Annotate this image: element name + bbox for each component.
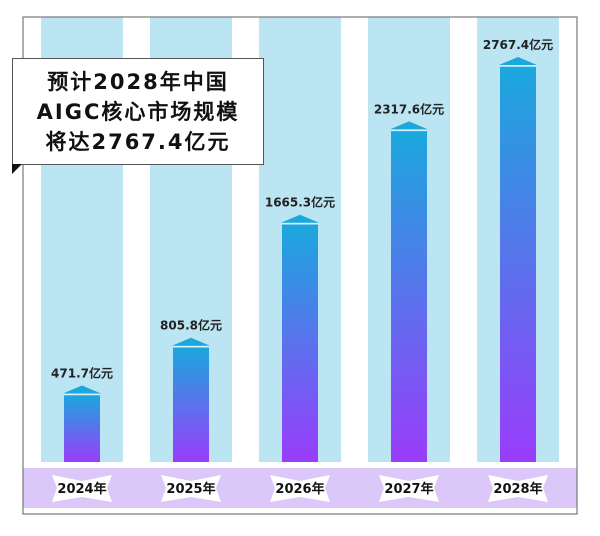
bar-roof — [172, 337, 210, 346]
callout-tail — [12, 164, 22, 174]
title-line-2: AIGC核心市场规模 — [36, 99, 240, 124]
bar-roof — [63, 385, 101, 394]
title-callout: 预计2028年中国 AIGC核心市场规模 将达2767.4亿元 — [12, 58, 264, 165]
data-label: 805.8亿元 — [160, 318, 222, 333]
category-badge — [379, 475, 439, 502]
title-line-1: 预计2028年中国 — [47, 69, 229, 94]
category-label: 2027年 — [384, 481, 433, 497]
data-label: 471.7亿元 — [51, 366, 113, 381]
title-line-3: 将达2767.4亿元 — [45, 129, 231, 154]
category-label: 2024年 — [57, 481, 106, 497]
bar-2028年 — [500, 66, 536, 462]
bar-roof — [390, 121, 428, 130]
category-label: 2026年 — [275, 481, 324, 497]
category-label: 2028年 — [493, 481, 542, 497]
bar-2024年 — [64, 394, 100, 462]
category-badge — [52, 475, 112, 502]
bar-roof — [281, 214, 319, 223]
category-badge — [270, 475, 330, 502]
category-label: 2025年 — [166, 481, 215, 497]
data-label: 2317.6亿元 — [374, 101, 444, 116]
bar-2027年 — [391, 130, 427, 462]
bar-roof — [499, 57, 537, 65]
bar-2026年 — [282, 223, 318, 462]
data-label: 2767.4亿元 — [483, 37, 553, 52]
category-badge — [161, 475, 221, 502]
data-label: 1665.3亿元 — [265, 195, 335, 210]
bar-2025年 — [173, 346, 209, 462]
chart-frame — [22, 16, 578, 515]
category-badge — [488, 475, 548, 502]
